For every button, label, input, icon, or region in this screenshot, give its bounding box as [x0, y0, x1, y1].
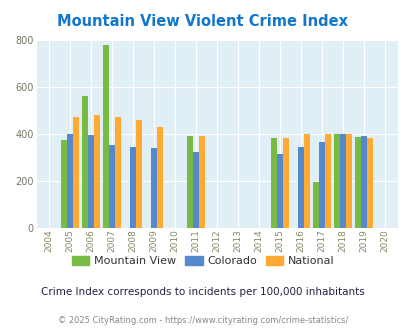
- Text: Mountain View Violent Crime Index: Mountain View Violent Crime Index: [58, 14, 347, 29]
- Bar: [303, 134, 309, 228]
- Bar: [115, 117, 121, 228]
- Bar: [318, 142, 324, 228]
- Bar: [334, 134, 339, 228]
- Bar: [187, 136, 193, 228]
- Bar: [282, 138, 288, 228]
- Bar: [151, 148, 157, 228]
- Bar: [136, 120, 142, 228]
- Bar: [313, 182, 318, 228]
- Bar: [354, 137, 360, 228]
- Bar: [360, 136, 366, 228]
- Bar: [339, 134, 345, 228]
- Bar: [298, 147, 303, 228]
- Bar: [157, 127, 162, 228]
- Bar: [61, 140, 67, 228]
- Bar: [73, 117, 79, 228]
- Bar: [324, 134, 330, 228]
- Bar: [130, 147, 136, 228]
- Bar: [67, 134, 73, 228]
- Bar: [345, 134, 351, 228]
- Bar: [271, 138, 277, 228]
- Bar: [82, 96, 88, 228]
- Text: © 2025 CityRating.com - https://www.cityrating.com/crime-statistics/: © 2025 CityRating.com - https://www.city…: [58, 315, 347, 325]
- Bar: [88, 135, 94, 228]
- Bar: [103, 46, 109, 228]
- Bar: [198, 137, 205, 228]
- Bar: [277, 154, 282, 228]
- Bar: [366, 138, 372, 228]
- Bar: [94, 115, 100, 228]
- Bar: [109, 146, 115, 228]
- Legend: Mountain View, Colorado, National: Mountain View, Colorado, National: [67, 251, 338, 271]
- Bar: [193, 152, 199, 228]
- Text: Crime Index corresponds to incidents per 100,000 inhabitants: Crime Index corresponds to incidents per…: [41, 287, 364, 297]
